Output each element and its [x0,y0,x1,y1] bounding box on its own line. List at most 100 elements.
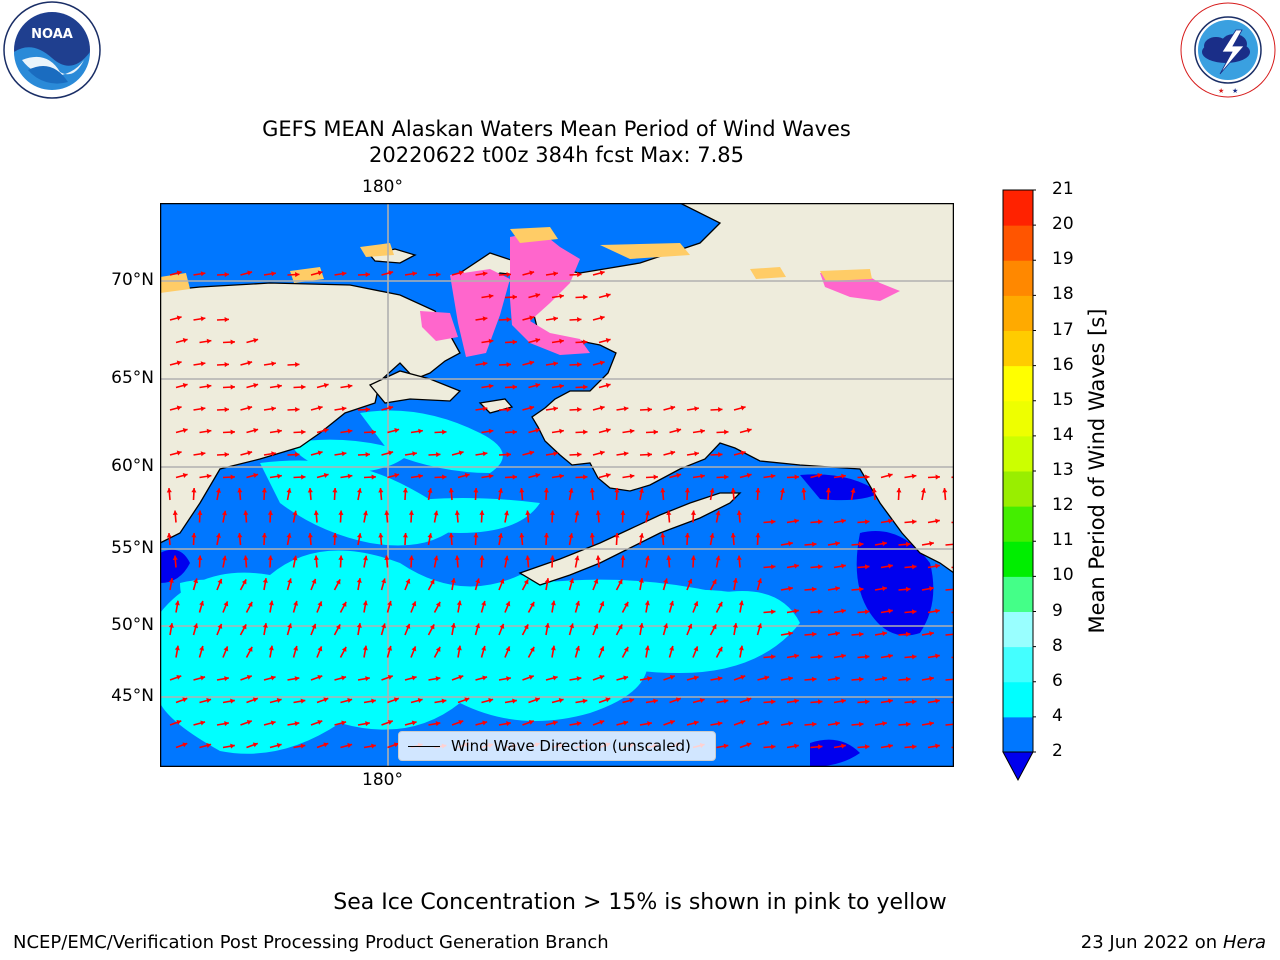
chart-subtitle: 20220622 t00z 384h fcst Max: 7.85 [369,143,744,167]
direction-arrow [222,384,236,390]
direction-arrow [333,579,341,591]
direction-arrow [246,697,259,704]
direction-arrow [263,271,276,277]
direction-arrow [551,338,564,344]
direction-arrow [316,742,329,749]
direction-arrow [334,720,347,726]
direction-arrow [408,555,414,568]
direction-arrow [451,270,464,276]
direction-arrow [378,532,384,546]
direction-arrow [528,338,541,344]
direction-arrow [504,601,511,613]
direction-arrow [663,405,676,411]
direction-arrow [263,720,276,726]
direction-arrow [269,473,282,479]
direction-arrow [874,631,887,637]
direction-arrow [574,645,581,658]
direction-arrow [545,451,558,457]
direction-arrow [810,519,823,525]
direction-arrow [269,428,282,434]
direction-arrow [332,532,338,546]
direction-arrow [780,631,793,637]
colorbar-bin [1003,681,1033,718]
direction-arrow [172,510,178,523]
direction-arrow [479,555,485,568]
direction-arrow [473,487,479,501]
direction-arrow [857,744,870,750]
direction-arrow [549,510,555,523]
colorbar-bin [1003,400,1033,437]
graticule [160,203,954,767]
direction-arrow [387,697,400,704]
direction-arrow [504,294,518,300]
colorbar-tick-label: 9 [1052,600,1063,621]
direction-arrow [363,743,376,749]
direction-arrow [215,488,221,501]
direction-arrow [527,601,535,613]
direction-arrow [592,623,599,636]
direction-arrow [199,428,212,434]
direction-arrow [598,428,611,434]
direction-arrow [293,384,306,390]
lon-label-bottom: 180° [362,770,403,790]
direction-arrow [739,473,752,479]
direction-arrow [904,609,917,615]
direction-arrow [480,645,487,658]
direction-arrow [927,563,940,569]
direction-arrow [874,586,887,592]
direction-arrow [503,510,509,523]
colorbar-bin [1003,646,1033,683]
direction-arrow [216,676,229,682]
direction-arrow [621,601,629,613]
direction-arrow [710,721,723,727]
direction-arrow [384,555,390,568]
direction-arrow [191,487,197,501]
direction-arrow [592,578,599,591]
direction-arrow [434,698,447,704]
colorbar-bin [1003,260,1033,296]
direction-arrow [525,555,531,568]
direction-arrow [639,721,652,727]
colorbar-bin [1003,435,1033,472]
direction-arrow [292,555,298,568]
direction-arrow [287,362,300,368]
direction-arrow [709,533,715,546]
noaa-logo-text: NOAA [31,27,73,42]
direction-arrow [380,623,387,636]
direction-arrow [620,510,626,523]
direction-arrow [340,698,353,704]
direction-arrow [668,600,675,613]
direction-arrow [780,721,793,727]
direction-arrow [473,532,479,546]
direction-arrow [479,510,485,523]
colorbar-tick-label: 17 [1052,319,1074,340]
map-legend: Wind Wave Direction (unscaled) [398,731,716,761]
colorbar-tick-label: 20 [1052,214,1074,235]
direction-arrow [692,698,705,704]
direction-arrow [622,428,635,434]
direction-arrow [316,473,329,479]
direction-arrow [568,578,575,591]
footer-date: 23 Jun 2022 on Hera [1081,932,1266,953]
colorbar-tick-label: 11 [1052,530,1074,551]
direction-arrow [166,532,172,546]
direction-arrow [575,384,588,390]
direction-arrow [669,428,682,434]
direction-arrow [475,406,488,412]
direction-arrow [780,586,793,592]
direction-arrow [527,646,535,658]
direction-arrow [175,473,188,479]
direction-arrow [810,609,823,615]
direction-arrow [857,654,870,660]
direction-arrow [827,541,840,547]
colorbar-tick-label: 12 [1052,495,1074,516]
direction-arrow [732,623,738,636]
direction-arrow [287,407,300,413]
colorbar-under-triangle [1002,751,1034,782]
direction-arrow [384,510,390,523]
direction-arrow [498,623,505,636]
direction-arrow [199,383,212,389]
direction-arrow [216,721,229,727]
direction-arrow [481,428,494,434]
direction-arrow [434,429,447,435]
